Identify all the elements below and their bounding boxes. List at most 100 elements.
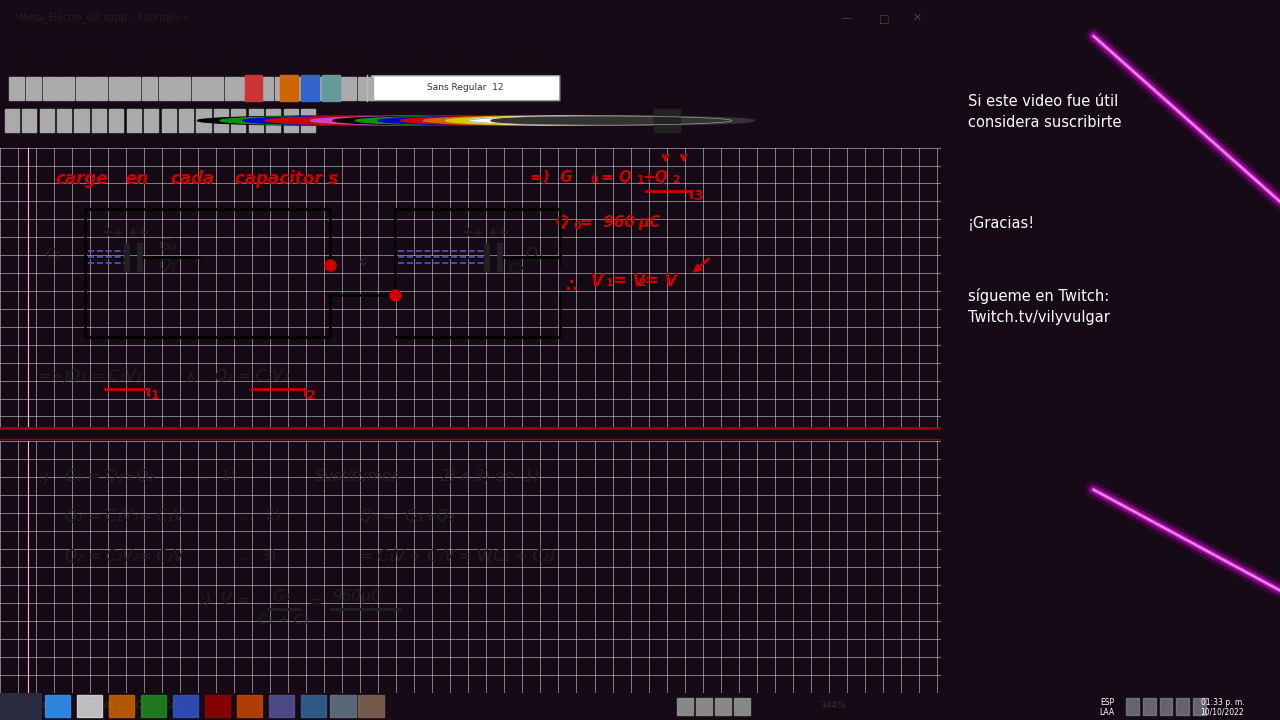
Text: :): :) (38, 471, 49, 486)
Bar (330, 696, 356, 717)
Bar (74, 109, 88, 132)
Text: Q₂: Q₂ (526, 247, 544, 261)
Text: = C₁V + C₂V = V(C₁ + C₂): = C₁V + C₂V = V(C₁ + C₂) (360, 549, 556, 564)
Bar (59, 77, 74, 99)
Bar (161, 109, 175, 132)
Text: ++: ++ (488, 226, 509, 239)
Bar (358, 696, 384, 717)
Bar (696, 698, 712, 715)
Circle shape (445, 116, 709, 125)
Text: 2: 2 (639, 278, 646, 288)
Bar (179, 109, 193, 132)
Text: Herramientas: Herramientas (301, 51, 367, 60)
Text: Q₂ = C₂V₂: Q₂ = C₂V₂ (215, 369, 289, 384)
Bar (125, 77, 141, 99)
Text: *Meta_Electro_U3.xopp - Xournal++: *Meta_Electro_U3.xopp - Xournal++ (14, 12, 191, 23)
Bar (9, 77, 24, 99)
Bar (1193, 698, 1206, 714)
Text: Si este video fue útil
considera suscribirte: Si este video fue útil considera suscrib… (968, 94, 1121, 130)
Bar (127, 109, 141, 132)
Text: =)  G: =) G (530, 169, 573, 184)
Text: cada: cada (170, 169, 214, 187)
Text: 1: 1 (605, 278, 613, 288)
Text: —: — (841, 13, 852, 23)
Bar (159, 77, 174, 99)
Text: +Q: +Q (643, 169, 668, 184)
Bar (301, 75, 319, 101)
Text: ...   2): ... 2) (241, 508, 280, 523)
Text: = Q: = Q (600, 169, 631, 184)
Text: Complemento: Complemento (404, 51, 474, 60)
Bar (209, 77, 224, 99)
Text: C₂: C₂ (508, 262, 524, 276)
Circle shape (265, 116, 529, 125)
Bar (58, 109, 72, 132)
Bar (225, 77, 239, 99)
Circle shape (333, 116, 596, 125)
Bar (259, 77, 273, 99)
Bar (22, 109, 36, 132)
Bar (266, 109, 280, 132)
Circle shape (378, 116, 641, 125)
Text: Ver: Ver (101, 51, 118, 60)
Text: Q₁ = C₁V₁: Q₁ = C₁V₁ (68, 369, 142, 384)
Circle shape (197, 116, 461, 125)
Text: Sans Regular  12: Sans Regular 12 (428, 83, 504, 92)
Text: = V: = V (613, 272, 645, 290)
Bar (0, 693, 41, 720)
Bar (26, 77, 41, 99)
Bar (1160, 698, 1172, 714)
Text: 01:33 p. m.: 01:33 p. m. (1201, 698, 1244, 707)
Text: 960μC: 960μC (333, 589, 381, 603)
Text: ++: ++ (463, 226, 484, 239)
Text: Q: Q (556, 215, 568, 230)
Text: G₀: G₀ (159, 238, 177, 253)
Text: carge: carge (55, 169, 108, 187)
Text: Archivo: Archivo (17, 51, 54, 60)
Text: = V: = V (645, 272, 677, 290)
Text: 2: 2 (672, 176, 681, 186)
Bar (654, 109, 680, 132)
Bar (321, 75, 339, 101)
Text: ⚡: ⚡ (356, 256, 369, 274)
Text: ¡Gracias!: ¡Gracias! (968, 216, 1036, 231)
Text: Navegación: Navegación (140, 50, 197, 61)
Bar (40, 109, 54, 132)
Bar (357, 77, 372, 99)
Text: ++: ++ (102, 226, 124, 239)
Bar (205, 696, 230, 717)
Bar (324, 77, 339, 99)
Bar (244, 75, 262, 101)
Circle shape (401, 116, 664, 125)
Bar (145, 109, 159, 132)
Bar (5, 109, 19, 132)
Bar (77, 696, 102, 717)
Bar (677, 698, 694, 715)
Text: 2: 2 (307, 389, 316, 402)
Bar (301, 696, 326, 717)
Circle shape (243, 116, 506, 125)
Bar (237, 696, 262, 717)
Bar (141, 696, 166, 717)
Text: 1: 1 (150, 389, 159, 402)
Text: 0: 0 (573, 221, 581, 231)
Circle shape (356, 116, 620, 125)
Bar (76, 77, 91, 99)
Bar (1143, 698, 1156, 714)
Bar (284, 109, 298, 132)
Bar (269, 696, 294, 717)
Text: =: = (308, 593, 323, 611)
Text: 0: 0 (590, 176, 598, 186)
Text: Q₁ = C₁V₁= C₁V: Q₁ = C₁V₁= C₁V (65, 508, 184, 523)
Text: Sustitumos: Sustitumos (315, 469, 401, 484)
Circle shape (311, 116, 573, 125)
Text: =>): =>) (38, 369, 69, 384)
Bar (280, 75, 298, 101)
Text: C₁ + C₂: C₁ + C₂ (259, 613, 310, 626)
Text: ∴: ∴ (566, 277, 577, 295)
Circle shape (468, 116, 732, 125)
Bar (275, 77, 289, 99)
Bar (232, 109, 246, 132)
Bar (214, 109, 228, 132)
Bar (301, 109, 315, 132)
